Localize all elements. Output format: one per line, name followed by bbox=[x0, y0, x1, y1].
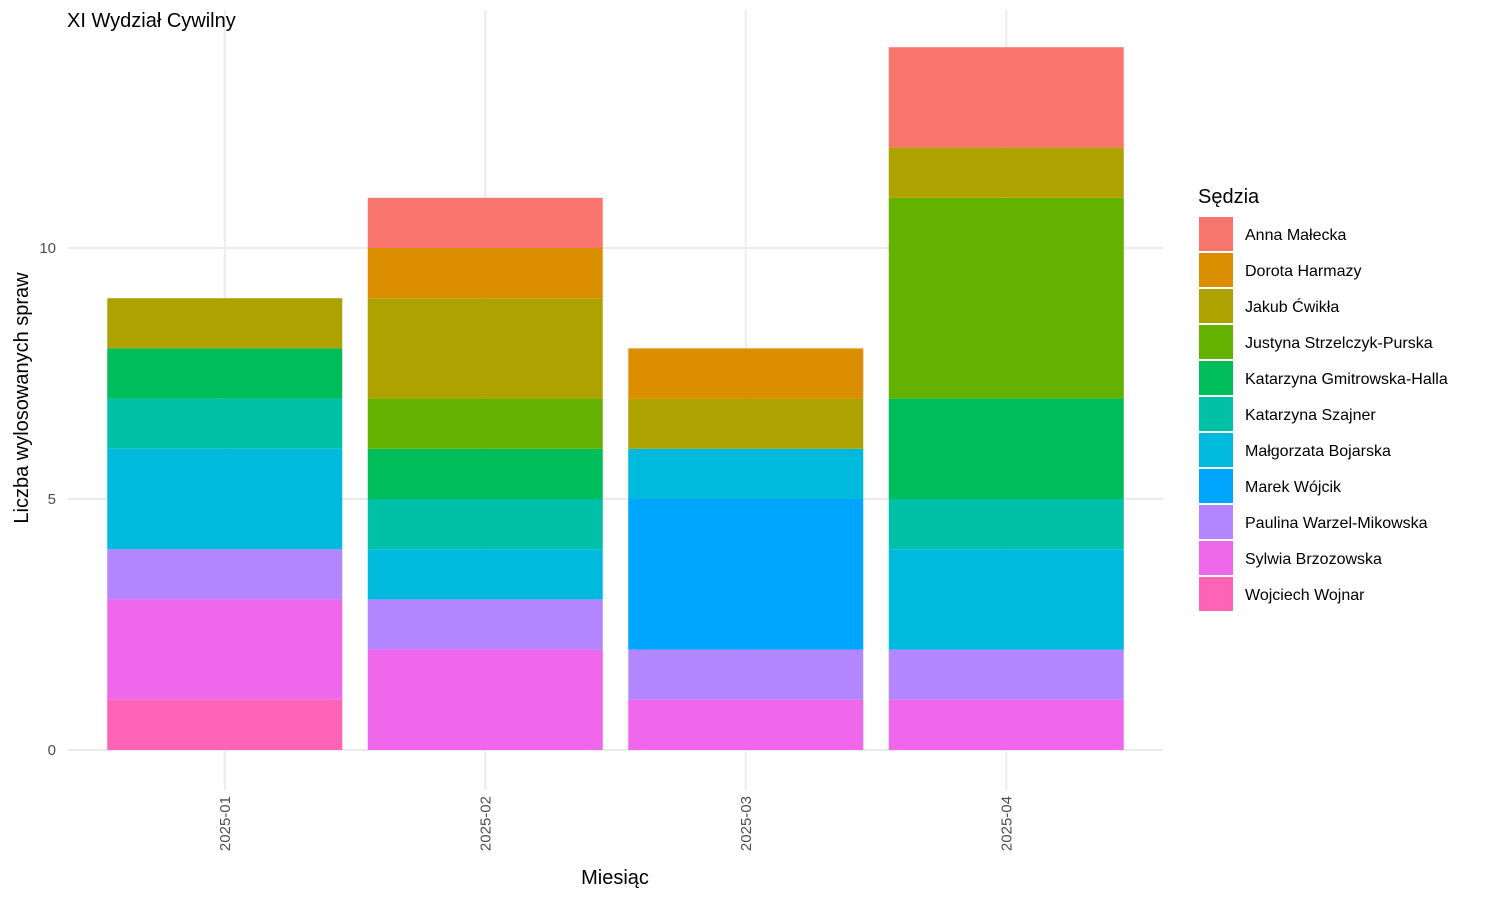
legend-item: Justyna Strzelczyk-Purska bbox=[1199, 325, 1433, 359]
legend-label: Małgorzata Bojarska bbox=[1245, 443, 1391, 460]
legend-label: Jakub Ćwikła bbox=[1245, 297, 1339, 316]
y-tick-label: 5 bbox=[48, 491, 56, 508]
bar-segment bbox=[367, 398, 603, 449]
bar-segment bbox=[888, 147, 1124, 198]
bar-segment bbox=[107, 699, 343, 750]
x-tick-label: 2025-02 bbox=[477, 796, 494, 851]
legend-label: Katarzyna Gmitrowska-Halla bbox=[1245, 371, 1448, 388]
bar-segment bbox=[628, 649, 864, 700]
legend-item: Marek Wójcik bbox=[1199, 469, 1342, 503]
legend-key bbox=[1199, 469, 1233, 503]
legend-title: Sędzia bbox=[1198, 186, 1260, 208]
bar-segment bbox=[107, 348, 343, 399]
legend-key bbox=[1199, 325, 1233, 359]
legend-item: Dorota Harmazy bbox=[1199, 253, 1361, 287]
legend-label: Justyna Strzelczyk-Purska bbox=[1245, 335, 1433, 352]
bar-segment bbox=[888, 47, 1124, 148]
bar-segment bbox=[888, 398, 1124, 499]
x-tick-label: 2025-01 bbox=[217, 796, 234, 851]
x-tick-label: 2025-03 bbox=[738, 796, 755, 851]
legend-key bbox=[1199, 289, 1233, 323]
bar-segment bbox=[107, 298, 343, 349]
legend-item: Małgorzata Bojarska bbox=[1199, 433, 1391, 467]
legend-label: Sylwia Brzozowska bbox=[1245, 551, 1382, 568]
bar-segment bbox=[628, 499, 864, 650]
legend-key bbox=[1199, 433, 1233, 467]
legend-item: Paulina Warzel-Mikowska bbox=[1199, 505, 1428, 539]
bar-segment bbox=[628, 398, 864, 449]
legend-items: Anna Małecka Dorota Harmazy Jakub Ćwikła Ju… bbox=[1199, 217, 1448, 611]
legend-label: Katarzyna Szajner bbox=[1245, 407, 1376, 424]
bar-segment bbox=[367, 649, 603, 750]
x-axis-title: Miesiąc bbox=[581, 867, 649, 889]
y-tick-label: 0 bbox=[48, 742, 56, 759]
chart-title: XI Wydział Cywilny bbox=[67, 10, 236, 32]
bar-segment bbox=[888, 549, 1124, 650]
bar-segment bbox=[367, 298, 603, 399]
bar-segment bbox=[367, 248, 603, 299]
bar-segment bbox=[628, 448, 864, 499]
bar-segment bbox=[107, 448, 343, 550]
legend-key bbox=[1199, 397, 1233, 431]
bar-segment bbox=[107, 398, 343, 449]
legend-item: Anna Małecka bbox=[1199, 217, 1346, 251]
legend-item: Sylwia Brzozowska bbox=[1199, 541, 1382, 575]
bar-segment bbox=[107, 549, 343, 600]
legend-key bbox=[1199, 541, 1233, 575]
legend-item: Katarzyna Szajner bbox=[1199, 397, 1376, 431]
legend-label: Wojciech Wojnar bbox=[1245, 587, 1365, 604]
y-axis-title: Liczba wylosowanych spraw bbox=[11, 272, 33, 524]
bar-segment bbox=[367, 197, 603, 248]
legend: Sędzia Anna Małecka Dorota Harmazy Jakub Ć… bbox=[1198, 186, 1448, 611]
legend-label: Paulina Warzel-Mikowska bbox=[1245, 515, 1428, 532]
y-axis-ticks: 0 5 10 bbox=[39, 240, 56, 759]
legend-item: Jakub Ćwikła bbox=[1199, 289, 1339, 323]
legend-label: Anna Małecka bbox=[1245, 227, 1346, 244]
legend-key bbox=[1199, 577, 1233, 611]
legend-key bbox=[1199, 217, 1233, 251]
bar-segment bbox=[107, 599, 343, 700]
bar-segment bbox=[628, 348, 864, 399]
x-axis-ticks: 2025-01 2025-02 2025-03 2025-04 bbox=[217, 796, 1016, 851]
bar-segment bbox=[367, 448, 603, 499]
x-tick-label: 2025-04 bbox=[998, 796, 1015, 851]
legend-key bbox=[1199, 505, 1233, 539]
legend-item: Katarzyna Gmitrowska-Halla bbox=[1199, 361, 1448, 395]
y-tick-label: 10 bbox=[39, 240, 56, 257]
bar-segment bbox=[628, 699, 864, 750]
legend-label: Marek Wójcik bbox=[1245, 479, 1342, 496]
bar-segment bbox=[367, 499, 603, 550]
legend-key bbox=[1199, 361, 1233, 395]
bar-segment bbox=[888, 197, 1124, 399]
bar-segment bbox=[888, 499, 1124, 550]
bar-segment bbox=[888, 649, 1124, 700]
bar-segment bbox=[367, 549, 603, 600]
legend-label: Dorota Harmazy bbox=[1245, 263, 1361, 280]
bar-segment bbox=[888, 699, 1124, 750]
legend-item: Wojciech Wojnar bbox=[1199, 577, 1365, 611]
bar-segment bbox=[367, 599, 603, 650]
legend-key bbox=[1199, 253, 1233, 287]
bars bbox=[107, 47, 1124, 750]
